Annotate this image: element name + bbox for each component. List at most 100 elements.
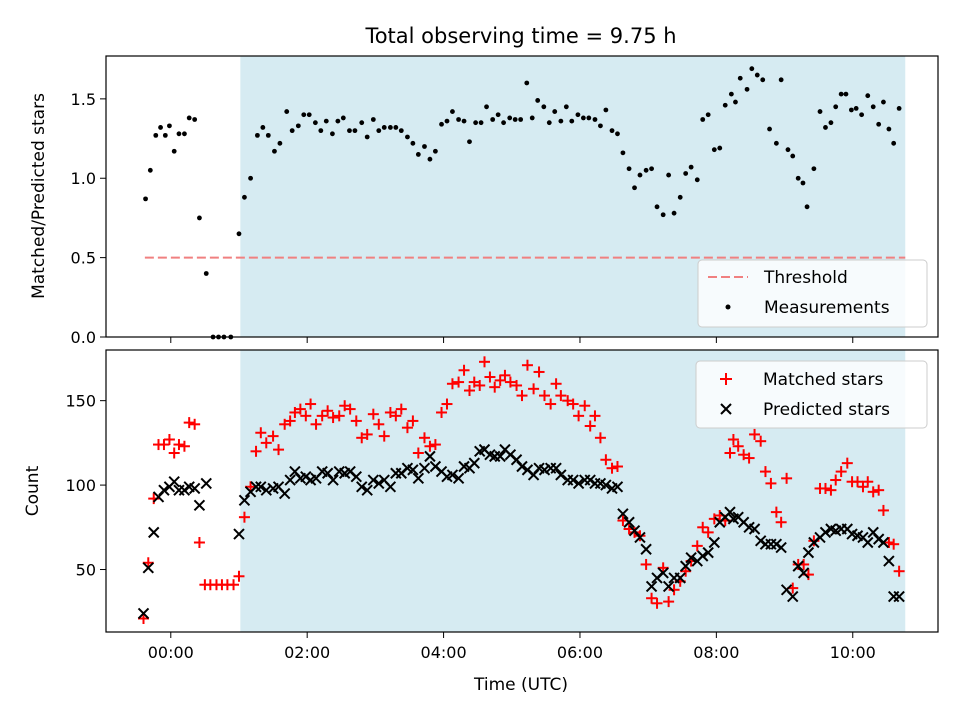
predicted-star-point xyxy=(550,462,562,474)
matched-star-point xyxy=(367,408,379,420)
matched-star-point xyxy=(697,521,709,533)
measurement-point xyxy=(896,105,902,111)
predicted-star-point xyxy=(142,562,154,574)
matched-star-point xyxy=(732,440,744,452)
measurement-point xyxy=(609,128,615,134)
measurement-point xyxy=(632,185,637,191)
predicted-star-point xyxy=(158,484,170,496)
measurement-point xyxy=(870,104,876,110)
predicted-star-point xyxy=(384,481,397,493)
measurement-point xyxy=(620,150,626,156)
y-tick-label: 1.5 xyxy=(71,90,96,109)
predicted-star-point xyxy=(877,536,890,549)
measurement-point xyxy=(143,196,148,202)
measurement-point xyxy=(569,118,575,124)
matched-star-point xyxy=(458,364,470,376)
matched-star-point xyxy=(436,406,448,418)
measurement-point xyxy=(277,140,283,146)
measurement-point xyxy=(289,128,295,134)
measurement-point xyxy=(197,215,202,221)
matched-star-point xyxy=(830,474,842,486)
measurement-point xyxy=(891,140,897,146)
measurement-point xyxy=(484,104,489,110)
matched-star-point xyxy=(333,410,345,422)
matched-star-point xyxy=(770,506,782,518)
measurement-point xyxy=(828,120,834,126)
measurement-point xyxy=(546,120,552,126)
measurement-point xyxy=(881,99,886,105)
measurement-point xyxy=(785,147,791,153)
measurement-point xyxy=(352,128,358,134)
predicted-star-point xyxy=(708,536,721,549)
measurement-point xyxy=(295,123,301,129)
predicted-star-point xyxy=(600,479,612,491)
measurement-point xyxy=(490,117,496,122)
x-tick-label: 06:00 xyxy=(557,643,603,662)
measurement-point xyxy=(524,80,530,86)
measurement-point xyxy=(795,175,801,181)
matched-star-point xyxy=(545,398,557,410)
measurement-point xyxy=(800,180,806,186)
predicted-star-point xyxy=(284,474,296,486)
matched-star-point xyxy=(446,378,458,390)
predicted-star-point xyxy=(685,551,697,564)
x-axis-label: Time (UTC) xyxy=(473,675,568,695)
bottom-axes-frame xyxy=(105,349,939,633)
predicted-star-point xyxy=(724,506,736,518)
measurement-point xyxy=(495,112,501,118)
matched-star-point xyxy=(550,378,562,390)
y-tick-label: 150 xyxy=(65,392,96,411)
matched-star-point xyxy=(401,422,413,434)
bottom-legend-box xyxy=(695,360,928,429)
bottom-y-axis-label: Count xyxy=(23,465,43,516)
matched-star-point xyxy=(193,537,205,549)
measurement-point xyxy=(450,109,455,114)
measurement-point xyxy=(848,107,854,113)
measurement-point xyxy=(733,99,738,105)
predicted-stars-series xyxy=(137,443,905,620)
matched-star-point xyxy=(168,447,180,459)
measurement-point xyxy=(754,72,760,78)
predicted-star-point xyxy=(200,477,212,490)
measurement-point xyxy=(147,167,153,173)
matched-star-point xyxy=(189,418,201,430)
matched-star-point xyxy=(250,445,262,457)
measurement-point xyxy=(876,121,882,127)
measurement-point xyxy=(688,164,694,170)
predicted-star-point xyxy=(407,464,419,476)
measurement-point xyxy=(467,139,472,145)
matched-star-point xyxy=(759,466,771,478)
measurement-point xyxy=(456,117,461,122)
predicted-star-point xyxy=(327,474,339,486)
matched-star-point xyxy=(634,530,646,542)
predicted-star-point xyxy=(193,499,206,512)
predicted-star-point xyxy=(702,546,714,559)
measurement-point xyxy=(182,131,187,137)
measurement-point xyxy=(552,109,558,114)
legend-measurements-label: Measurements xyxy=(764,298,890,318)
measurement-point xyxy=(162,132,168,138)
measurement-point xyxy=(501,120,506,126)
measurement-point xyxy=(615,131,620,137)
measurement-point xyxy=(677,194,683,200)
measurement-point xyxy=(335,118,341,124)
measurement-point xyxy=(744,86,750,92)
predicted-star-point xyxy=(238,494,251,506)
predicted-star-point xyxy=(819,526,832,539)
predicted-star-point xyxy=(452,472,465,485)
measurement-point xyxy=(427,156,433,162)
measurement-point xyxy=(158,125,163,130)
measurement-point xyxy=(580,115,586,121)
measurement-point xyxy=(370,117,376,122)
predicted-star-point xyxy=(617,508,629,520)
measurement-point xyxy=(563,104,569,110)
measurement-point xyxy=(728,91,734,97)
predicted-star-point xyxy=(412,472,425,485)
y-tick-label: 0.5 xyxy=(71,249,96,268)
predicted-star-point xyxy=(424,450,436,463)
measurement-point xyxy=(330,131,335,137)
measurement-point xyxy=(473,120,479,126)
y-tick-label: 50 xyxy=(76,561,96,580)
predicted-star-point xyxy=(188,482,201,495)
